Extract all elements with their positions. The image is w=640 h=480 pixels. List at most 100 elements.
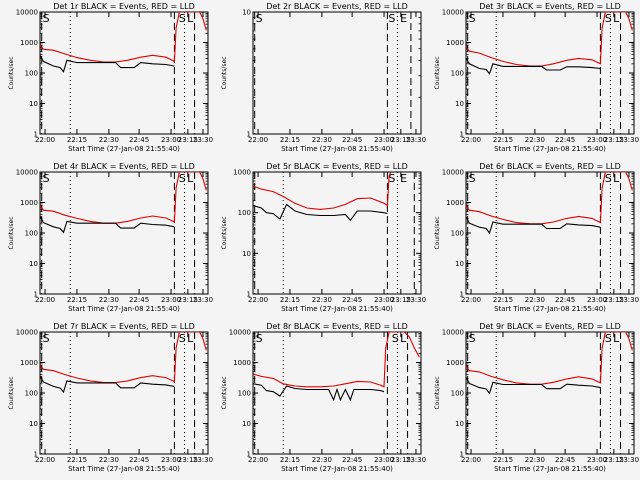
y-tick-label: 100 <box>451 390 464 398</box>
x-tick-label: 23:30 <box>193 456 213 464</box>
y-tick-label: 1000 <box>446 39 464 47</box>
marker-annotation: S <box>469 172 476 185</box>
x-tick-label: 22:15 <box>280 456 300 464</box>
y-tick-label: 1 <box>34 291 38 299</box>
x-tick-label: 22:15 <box>493 136 513 144</box>
y-tick-label: 1000 <box>233 359 251 367</box>
y-axis-label: Counts/sec <box>434 56 441 89</box>
chart-title: Det 3r BLACK = Events, RED = LLD <box>479 2 621 11</box>
y-tick-label: 10 <box>455 260 464 268</box>
marker-annotation: L <box>187 332 194 345</box>
detector-plot-2: Det 2r BLACK = Events, RED = LLD Counts/s… <box>221 2 426 153</box>
y-tick-label: 10 <box>242 9 251 17</box>
marker-annotation: S <box>605 12 612 25</box>
x-tick-label: 22:30 <box>312 136 332 144</box>
marker-annotation: S <box>43 172 50 185</box>
x-tick-label: 22:00 <box>248 136 268 144</box>
x-tick-label: 22:45 <box>129 136 149 144</box>
x-tick-label: 23:00 <box>587 456 607 464</box>
x-tick-label: 22:00 <box>461 456 481 464</box>
marker-annotation: S <box>392 332 399 345</box>
x-axis-label: Start Time (27-Jan-08 21:55:40) <box>494 465 606 473</box>
y-axis-label: Counts/sec <box>221 376 228 409</box>
x-tick-label: 23:30 <box>193 136 213 144</box>
lld-series-line <box>466 332 633 385</box>
y-tick-label: 100 <box>238 209 251 217</box>
x-axis-label: Start Time (27-Jan-08 21:55:40) <box>68 145 180 153</box>
x-tick-label: 22:30 <box>525 456 545 464</box>
marker-annotation: E <box>400 12 407 25</box>
x-tick-label: 22:30 <box>99 296 119 304</box>
x-tick-label: 22:15 <box>67 456 87 464</box>
y-tick-label: 10 <box>29 420 38 428</box>
marker-annotation: S <box>179 12 186 25</box>
x-tick-label: 22:15 <box>67 296 87 304</box>
marker-annotation: S <box>256 332 263 345</box>
marker-annotation: S <box>43 332 50 345</box>
y-axis-label: Counts/sec <box>434 216 441 249</box>
detector-plot-9: Det 9r BLACK = Events, RED = LLD Counts/s… <box>434 322 639 473</box>
x-tick-label: 22:45 <box>129 456 149 464</box>
detector-plot-4: Det 4r BLACK = Events, RED = LLD Counts/s… <box>8 162 213 313</box>
y-tick-label: 10000 <box>442 169 464 177</box>
y-tick-label: 10 <box>242 420 251 428</box>
y-tick-label: 10 <box>455 100 464 108</box>
plot-frame <box>465 11 635 135</box>
x-tick-label: 22:00 <box>248 456 268 464</box>
detector-plot-1: Det 1r BLACK = Events, RED = LLD Counts/s… <box>8 2 213 153</box>
y-tick-label: 1000 <box>446 199 464 207</box>
y-tick-label: 100 <box>25 390 38 398</box>
plot-frame <box>39 11 209 135</box>
x-tick-label: 23:00 <box>587 296 607 304</box>
marker-annotation: S <box>256 12 263 25</box>
x-tick-label: 22:15 <box>67 136 87 144</box>
x-tick-label: 22:30 <box>99 456 119 464</box>
x-tick-label: 23:00 <box>374 456 394 464</box>
plot-frame <box>39 331 209 455</box>
y-tick-label: 1 <box>247 291 251 299</box>
x-tick-label: 22:00 <box>35 456 55 464</box>
plot-frame <box>465 331 635 455</box>
x-tick-label: 22:15 <box>280 136 300 144</box>
x-tick-label: 22:00 <box>248 296 268 304</box>
chart-title: Det 7r BLACK = Events, RED = LLD <box>53 322 195 331</box>
x-axis-label: Start Time (27-Jan-08 21:55:40) <box>68 305 180 313</box>
x-tick-label: 22:15 <box>280 296 300 304</box>
detector-plot-7: Det 7r BLACK = Events, RED = LLD Counts/s… <box>8 322 213 473</box>
x-tick-label: 22:15 <box>493 456 513 464</box>
lld-series-line <box>466 172 633 225</box>
y-tick-label: 1 <box>460 451 464 459</box>
chart-title: Det 5r BLACK = Events, RED = LLD <box>266 162 408 171</box>
x-tick-label: 23:15 <box>604 456 624 464</box>
marker-annotation: S <box>605 172 612 185</box>
y-axis-label: Counts/sec <box>8 216 15 249</box>
x-tick-label: 22:00 <box>35 296 55 304</box>
marker-annotation: S <box>179 332 186 345</box>
y-tick-label: 1 <box>34 451 38 459</box>
y-tick-label: 10 <box>29 100 38 108</box>
x-axis-label: Start Time (27-Jan-08 21:55:40) <box>494 305 606 313</box>
y-tick-label: 10000 <box>16 169 38 177</box>
y-tick-label: 100 <box>25 230 38 238</box>
y-tick-label: 10 <box>455 420 464 428</box>
chart-title: Det 9r BLACK = Events, RED = LLD <box>479 322 621 331</box>
x-tick-label: 23:15 <box>391 136 411 144</box>
x-tick-label: 23:30 <box>406 456 426 464</box>
events-series-line <box>253 203 388 222</box>
y-tick-label: 100 <box>238 390 251 398</box>
y-tick-label: 1000 <box>20 199 38 207</box>
x-tick-label: 23:15 <box>604 136 624 144</box>
y-tick-label: 10000 <box>16 9 38 17</box>
x-tick-label: 22:00 <box>461 136 481 144</box>
x-tick-label: 22:30 <box>525 136 545 144</box>
lld-series-line <box>466 12 633 67</box>
marker-annotation: S <box>43 12 50 25</box>
y-axis-label: Counts/sec <box>8 376 15 409</box>
x-tick-label: 22:00 <box>461 296 481 304</box>
plot-frame <box>252 11 422 135</box>
marker-annotation: S <box>388 12 395 25</box>
y-tick-label: 10000 <box>442 329 464 337</box>
plot-frame <box>252 171 422 295</box>
x-tick-label: 22:00 <box>35 136 55 144</box>
